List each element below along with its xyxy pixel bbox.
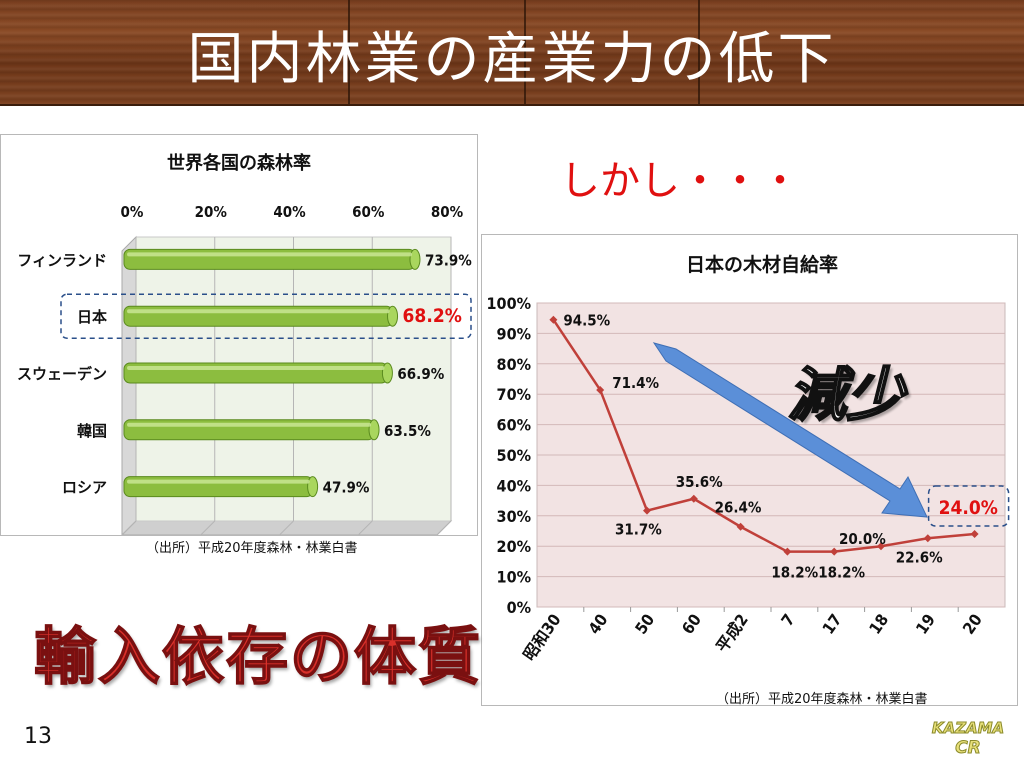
bar-highlight: [127, 366, 385, 370]
x-tick-label: 18: [865, 610, 892, 637]
data-point: [643, 506, 651, 515]
point-data-label: 18.2%: [771, 564, 818, 582]
x-tick-label: 80%: [431, 203, 464, 221]
data-point: [689, 494, 698, 503]
gridline-floor: [279, 520, 294, 536]
y-tick-label: 0%: [507, 598, 531, 617]
title-bar: 国内林業の産業力の低下: [0, 0, 1024, 106]
gridline-floor: [436, 520, 452, 536]
category-label: ロシア: [62, 479, 107, 497]
y-tick-label: 80%: [497, 355, 531, 374]
bar-end-cap: [409, 248, 421, 270]
y-tick-label: 30%: [497, 507, 531, 526]
logo-line: KAZAMA: [931, 719, 1005, 738]
category-label: スウェーデン: [17, 365, 107, 383]
logo-line: CR: [955, 738, 982, 759]
bar-data-label: 66.9%: [397, 365, 444, 383]
self-sufficiency-chart-panel: 日本の木材自給率 0% 10% 20% 30% 40% 50% 60% 70% 80% 90% 10…: [481, 234, 1018, 706]
series-line: [552, 319, 975, 553]
kazama-cr-logo: KAZAMA CR: [926, 718, 1010, 762]
x-tick-label: 平成2: [712, 610, 752, 655]
x-tick-label: 60: [678, 610, 705, 637]
point-data-label: 71.4%: [612, 374, 659, 392]
x-tick-label: 昭和30: [519, 610, 564, 664]
bar-end-cap: [381, 362, 393, 384]
data-point: [830, 547, 839, 556]
y-tick-label: 70%: [497, 385, 531, 404]
highlight-box: [60, 293, 472, 339]
point-data-label: 20.0%: [839, 530, 886, 548]
data-point: [783, 547, 792, 556]
bar-data-label: 68.2%: [403, 305, 462, 327]
x-tick-label: 17: [818, 610, 845, 637]
highlight-box: [927, 485, 1010, 527]
bar: [123, 248, 416, 270]
x-tick-label: 40%: [273, 203, 306, 221]
data-point: [596, 385, 605, 394]
import-dependence-headline: 輸入依存の体質: [33, 619, 483, 694]
y-tick-label: 20%: [497, 537, 531, 556]
bar-data-label: 73.9%: [425, 251, 472, 269]
bar-data-label: 47.9%: [323, 479, 370, 497]
x-tick-label: 7: [777, 610, 798, 629]
x-tick-label: 20: [959, 610, 986, 637]
category-label: 日本: [77, 308, 107, 326]
point-data-label: 24.0%: [939, 497, 998, 519]
forest-ratio-chart: 世界各国の森林率 0% 20% 40% 60% 80% 73.9% フィンランド 68.2% 日…: [17, 152, 472, 537]
y-tick-label: 90%: [497, 324, 531, 343]
y-tick-label: 40%: [497, 476, 531, 495]
category-label: 韓国: [77, 422, 107, 440]
category-label: フィンランド: [17, 251, 107, 269]
bar-chart-source: （出所）平成20年度森林・林業白書: [146, 541, 358, 556]
bar-highlight: [127, 309, 390, 314]
x-tick-label: 60%: [352, 203, 385, 221]
bar-end-cap: [307, 476, 319, 498]
data-point: [970, 530, 979, 539]
data-point: [736, 522, 745, 531]
gridline-floor: [200, 520, 216, 536]
chart-title: 世界各国の森林率: [167, 152, 311, 174]
point-data-label: 22.6%: [896, 548, 943, 566]
however-text: しかし・・・: [560, 158, 800, 204]
y-tick-label: 50%: [497, 446, 531, 465]
wood-plank-divider: [698, 0, 700, 104]
trend-arrow: [652, 342, 928, 518]
y-tick-label: 10%: [497, 568, 531, 587]
x-tick-label: 0%: [121, 203, 144, 221]
x-tick-label: 50: [631, 610, 658, 637]
y-tick-label: 100%: [487, 294, 531, 313]
point-data-label: 31.7%: [615, 521, 662, 539]
point-data-label: 35.6%: [676, 473, 723, 491]
bar-highlight: [127, 252, 412, 257]
y-tick-label: 60%: [497, 416, 531, 435]
self-sufficiency-chart: 日本の木材自給率 0% 10% 20% 30% 40% 50% 60% 70% 80% 90% 10…: [487, 253, 1010, 664]
x-tick-label: 20%: [195, 203, 228, 221]
bar-end-cap: [368, 419, 380, 441]
x-tick-label: 19: [912, 610, 939, 637]
bar-highlight: [127, 422, 372, 427]
wood-plank-divider: [524, 0, 526, 104]
data-point: [877, 542, 885, 551]
data-point: [923, 534, 932, 543]
chart-title: 日本の木材自給率: [686, 253, 838, 276]
point-data-label: 94.5%: [563, 312, 610, 330]
wood-plank-divider: [348, 0, 350, 104]
gridline-floor: [121, 520, 137, 536]
page-title: 国内林業の産業力の低下: [187, 27, 837, 92]
x-tick-label: 40: [584, 610, 611, 637]
point-data-label: 26.4%: [715, 499, 762, 517]
data-point: [549, 315, 558, 324]
bar-data-label: 63.5%: [384, 422, 431, 440]
forest-ratio-chart-panel: 世界各国の森林率 0% 20% 40% 60% 80% 73.9% フィンランド 68.2% 日…: [0, 134, 478, 537]
decrease-label: 減少: [787, 360, 905, 430]
bar-highlight: [127, 479, 310, 484]
bar-end-cap: [387, 305, 399, 327]
gridline-floor: [357, 520, 373, 536]
page-number: 13: [24, 724, 52, 749]
point-data-label: 18.2%: [818, 564, 865, 582]
line-chart-source: （出所）平成20年度森林・林業白書: [716, 692, 928, 707]
